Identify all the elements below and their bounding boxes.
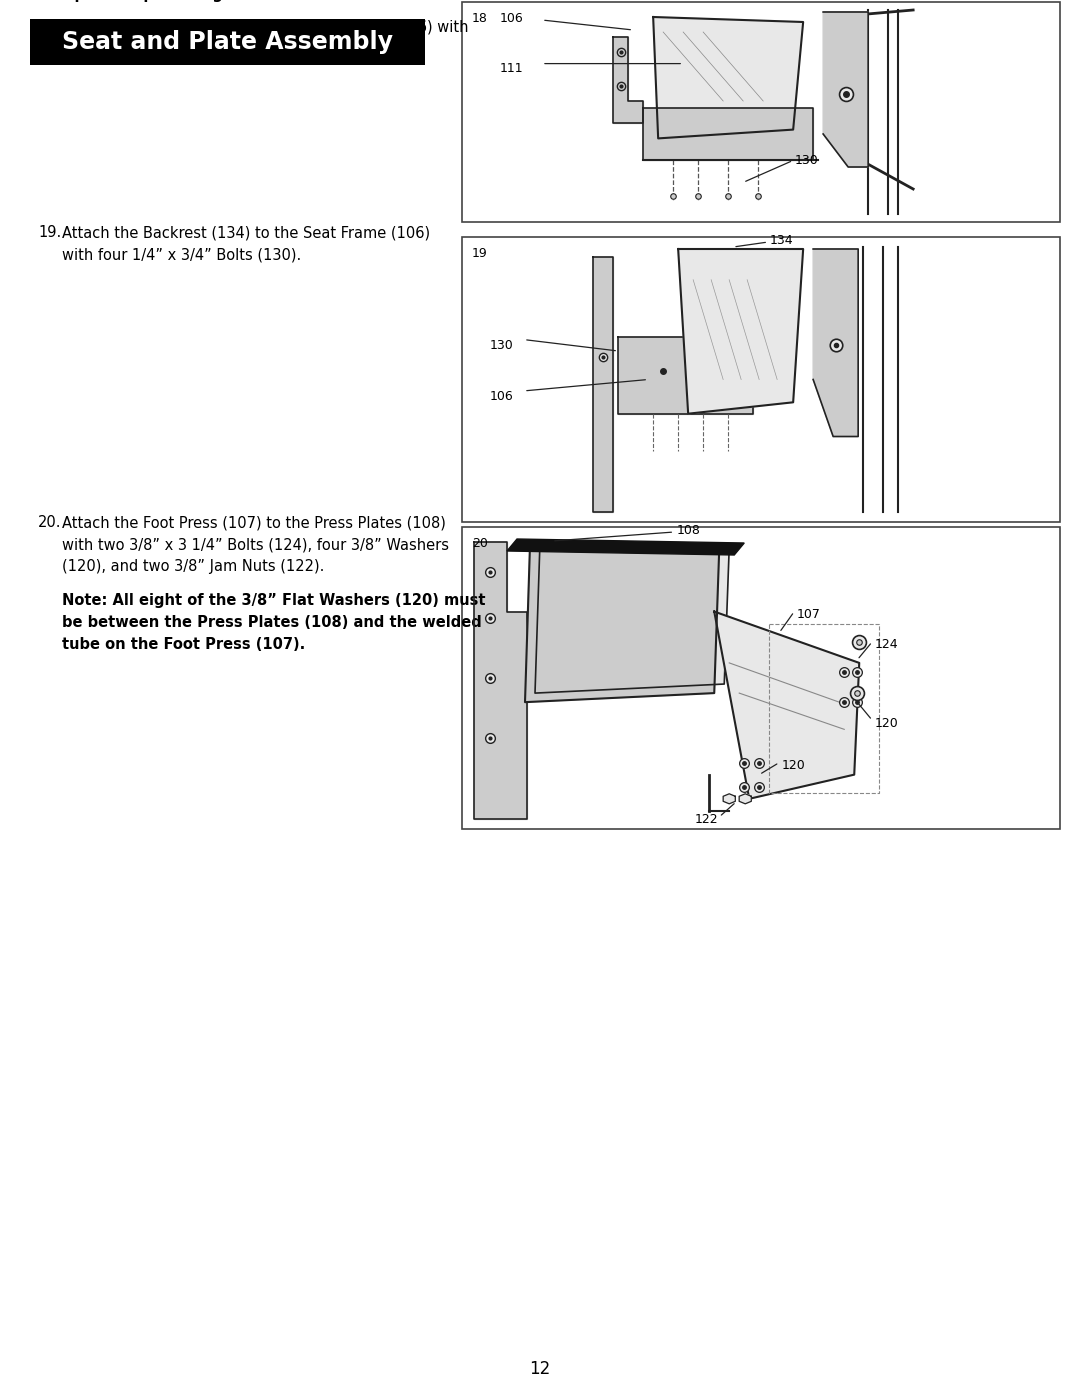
Text: 107: 107 (796, 608, 820, 622)
Text: with four 1/4” x 3/4” Bolts (130).: with four 1/4” x 3/4” Bolts (130). (62, 247, 301, 263)
Text: 120: 120 (781, 759, 805, 773)
Text: be between the Press Plates (108) and the welded: be between the Press Plates (108) and th… (62, 615, 482, 630)
Polygon shape (644, 108, 813, 161)
Text: 106: 106 (490, 390, 514, 404)
Polygon shape (724, 793, 735, 803)
Text: 130: 130 (795, 154, 819, 166)
Text: 18.: 18. (38, 0, 62, 1)
Text: 120: 120 (874, 717, 897, 729)
Text: Note: All eight of the 3/8” Flat Washers (120) must: Note: All eight of the 3/8” Flat Washers… (62, 592, 486, 608)
Bar (462, 237, 1059, 522)
Polygon shape (613, 36, 644, 123)
Bar (462, 527, 1059, 828)
Text: 124: 124 (874, 638, 897, 651)
Text: four 1/4” x 3/4” Bolts (130).: four 1/4” x 3/4” Bolts (130). (95, 39, 298, 54)
Bar (30, 20, 426, 66)
Text: 20: 20 (472, 536, 488, 550)
Bar (462, 1, 1059, 222)
Text: 134: 134 (770, 235, 794, 247)
Text: (120), and two 3/8” Jam Nuts (122).: (120), and two 3/8” Jam Nuts (122). (62, 559, 324, 574)
Text: 130: 130 (490, 339, 514, 352)
Text: Attach the Foot Press (107) to the Press Plates (108): Attach the Foot Press (107) to the Press… (62, 515, 446, 529)
Polygon shape (714, 612, 860, 799)
Polygon shape (507, 539, 744, 555)
Polygon shape (618, 337, 753, 414)
Text: 12: 12 (529, 1361, 551, 1377)
Text: 19: 19 (472, 247, 488, 260)
Text: 20.: 20. (38, 515, 62, 529)
Polygon shape (823, 13, 868, 168)
Text: with two 3/8” x 3 1/4” Bolts (124), four 3/8” Washers: with two 3/8” x 3 1/4” Bolts (124), four… (62, 536, 449, 552)
Text: 18: 18 (472, 13, 488, 25)
Text: Attach the Seat (111) to the Seat Frame (106) with: Attach the Seat (111) to the Seat Frame … (95, 20, 469, 34)
Polygon shape (678, 249, 804, 414)
Polygon shape (593, 257, 613, 511)
Text: Open the parts bag labeled “SEAT ASSEMBLY.”: Open the parts bag labeled “SEAT ASSEMBL… (62, 0, 447, 1)
Text: 19.: 19. (38, 225, 62, 240)
Text: 106: 106 (500, 11, 524, 25)
Text: Seat and Plate Assembly: Seat and Plate Assembly (62, 29, 393, 54)
Text: 111: 111 (500, 61, 524, 74)
Text: 108: 108 (676, 524, 700, 538)
Polygon shape (653, 17, 804, 138)
Polygon shape (535, 542, 729, 693)
Text: tube on the Foot Press (107).: tube on the Foot Press (107). (62, 637, 306, 652)
Polygon shape (813, 249, 859, 436)
Polygon shape (739, 793, 752, 803)
Polygon shape (474, 542, 527, 819)
Polygon shape (525, 545, 719, 703)
Text: Attach the Backrest (134) to the Seat Frame (106): Attach the Backrest (134) to the Seat Fr… (62, 225, 430, 240)
Text: 122: 122 (694, 813, 718, 827)
